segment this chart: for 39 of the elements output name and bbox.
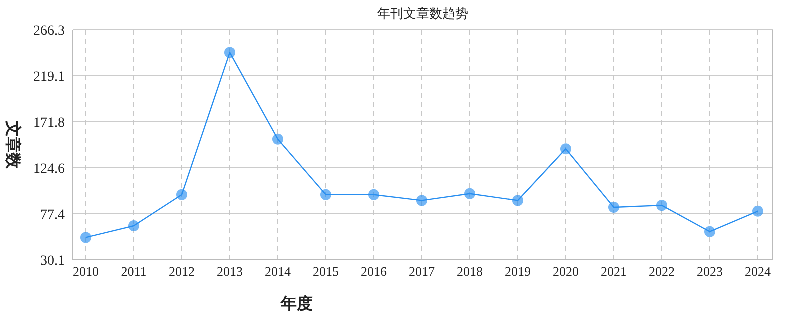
y-tick-label: 219.1	[34, 70, 65, 85]
point	[176, 189, 188, 200]
x-tick-label: 2022	[649, 264, 675, 279]
point	[272, 134, 284, 145]
x-tick-label: 2014	[265, 264, 292, 279]
chart-title: 年刊文章数趋势	[378, 6, 468, 21]
x-tick-label: 2011	[121, 264, 147, 279]
point	[224, 47, 236, 58]
x-tick-label: 2019	[505, 264, 531, 279]
point	[368, 189, 380, 200]
x-tick-label: 2018	[457, 264, 483, 279]
point	[80, 232, 92, 244]
y-tick-label: 171.8	[34, 116, 65, 132]
point	[656, 200, 668, 212]
x-tick-label: 2017	[409, 264, 436, 279]
point	[464, 188, 476, 200]
x-tick-label: 2010	[73, 264, 99, 279]
point	[416, 195, 428, 206]
x-tick-label: 2021	[601, 264, 627, 279]
x-tick-label: 2013	[217, 264, 243, 279]
point	[320, 189, 332, 200]
y-tick-label: 124.6	[34, 162, 65, 177]
x-tick-label: 2016	[361, 264, 388, 279]
x-tick-label: 2024	[745, 264, 772, 279]
y-tick-label: 77.4	[40, 208, 65, 223]
x-axis-title: 年度	[280, 294, 313, 313]
y-tick-label: 266.3	[34, 24, 65, 39]
x-tick-label: 2020	[553, 264, 579, 279]
point	[752, 206, 764, 217]
point	[704, 226, 716, 238]
point	[128, 220, 140, 232]
x-tick-label: 2023	[697, 264, 723, 279]
x-tick-label: 2015	[313, 264, 339, 279]
x-tick-label: 2012	[169, 264, 195, 279]
point	[560, 144, 572, 155]
point	[608, 202, 620, 214]
point	[512, 195, 524, 206]
y-tick-label: 30.1	[40, 254, 65, 269]
y-axis-title: 文章数	[4, 120, 22, 170]
